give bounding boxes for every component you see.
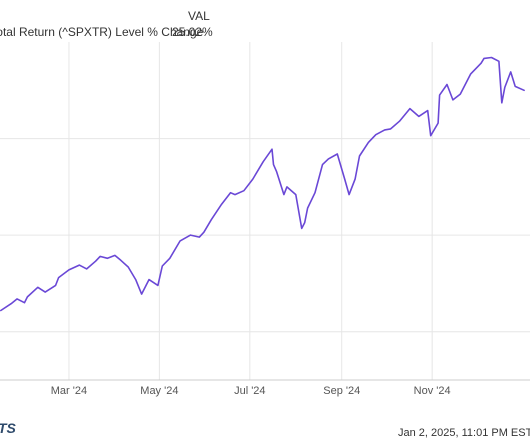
ycharts-logo: TS [0, 420, 16, 436]
legend-series-value: 25.02% [172, 25, 213, 39]
x-tick-labels: Mar '24 May '24 Jul '24 Sep '24 Nov '24 [51, 385, 451, 397]
x-tick-label: Nov '24 [414, 385, 451, 397]
x-tick-label: Sep '24 [323, 385, 360, 397]
series-line [0, 56, 525, 312]
grid-layer [0, 42, 530, 380]
series-layer [0, 56, 525, 312]
legend-series-name[interactable]: S&P 500 Total Return (^SPXTR) Level % Ch… [0, 25, 204, 39]
footer-timestamp: Jan 2, 2025, 11:01 PM EST Powered by YCH… [398, 427, 530, 439]
legend-header-value: VAL [188, 9, 210, 23]
logo-text: TS [0, 420, 16, 436]
x-tick-label: May '24 [140, 385, 178, 397]
x-tick-label: Jul '24 [234, 385, 265, 397]
x-tick-label: Mar '24 [51, 385, 87, 397]
